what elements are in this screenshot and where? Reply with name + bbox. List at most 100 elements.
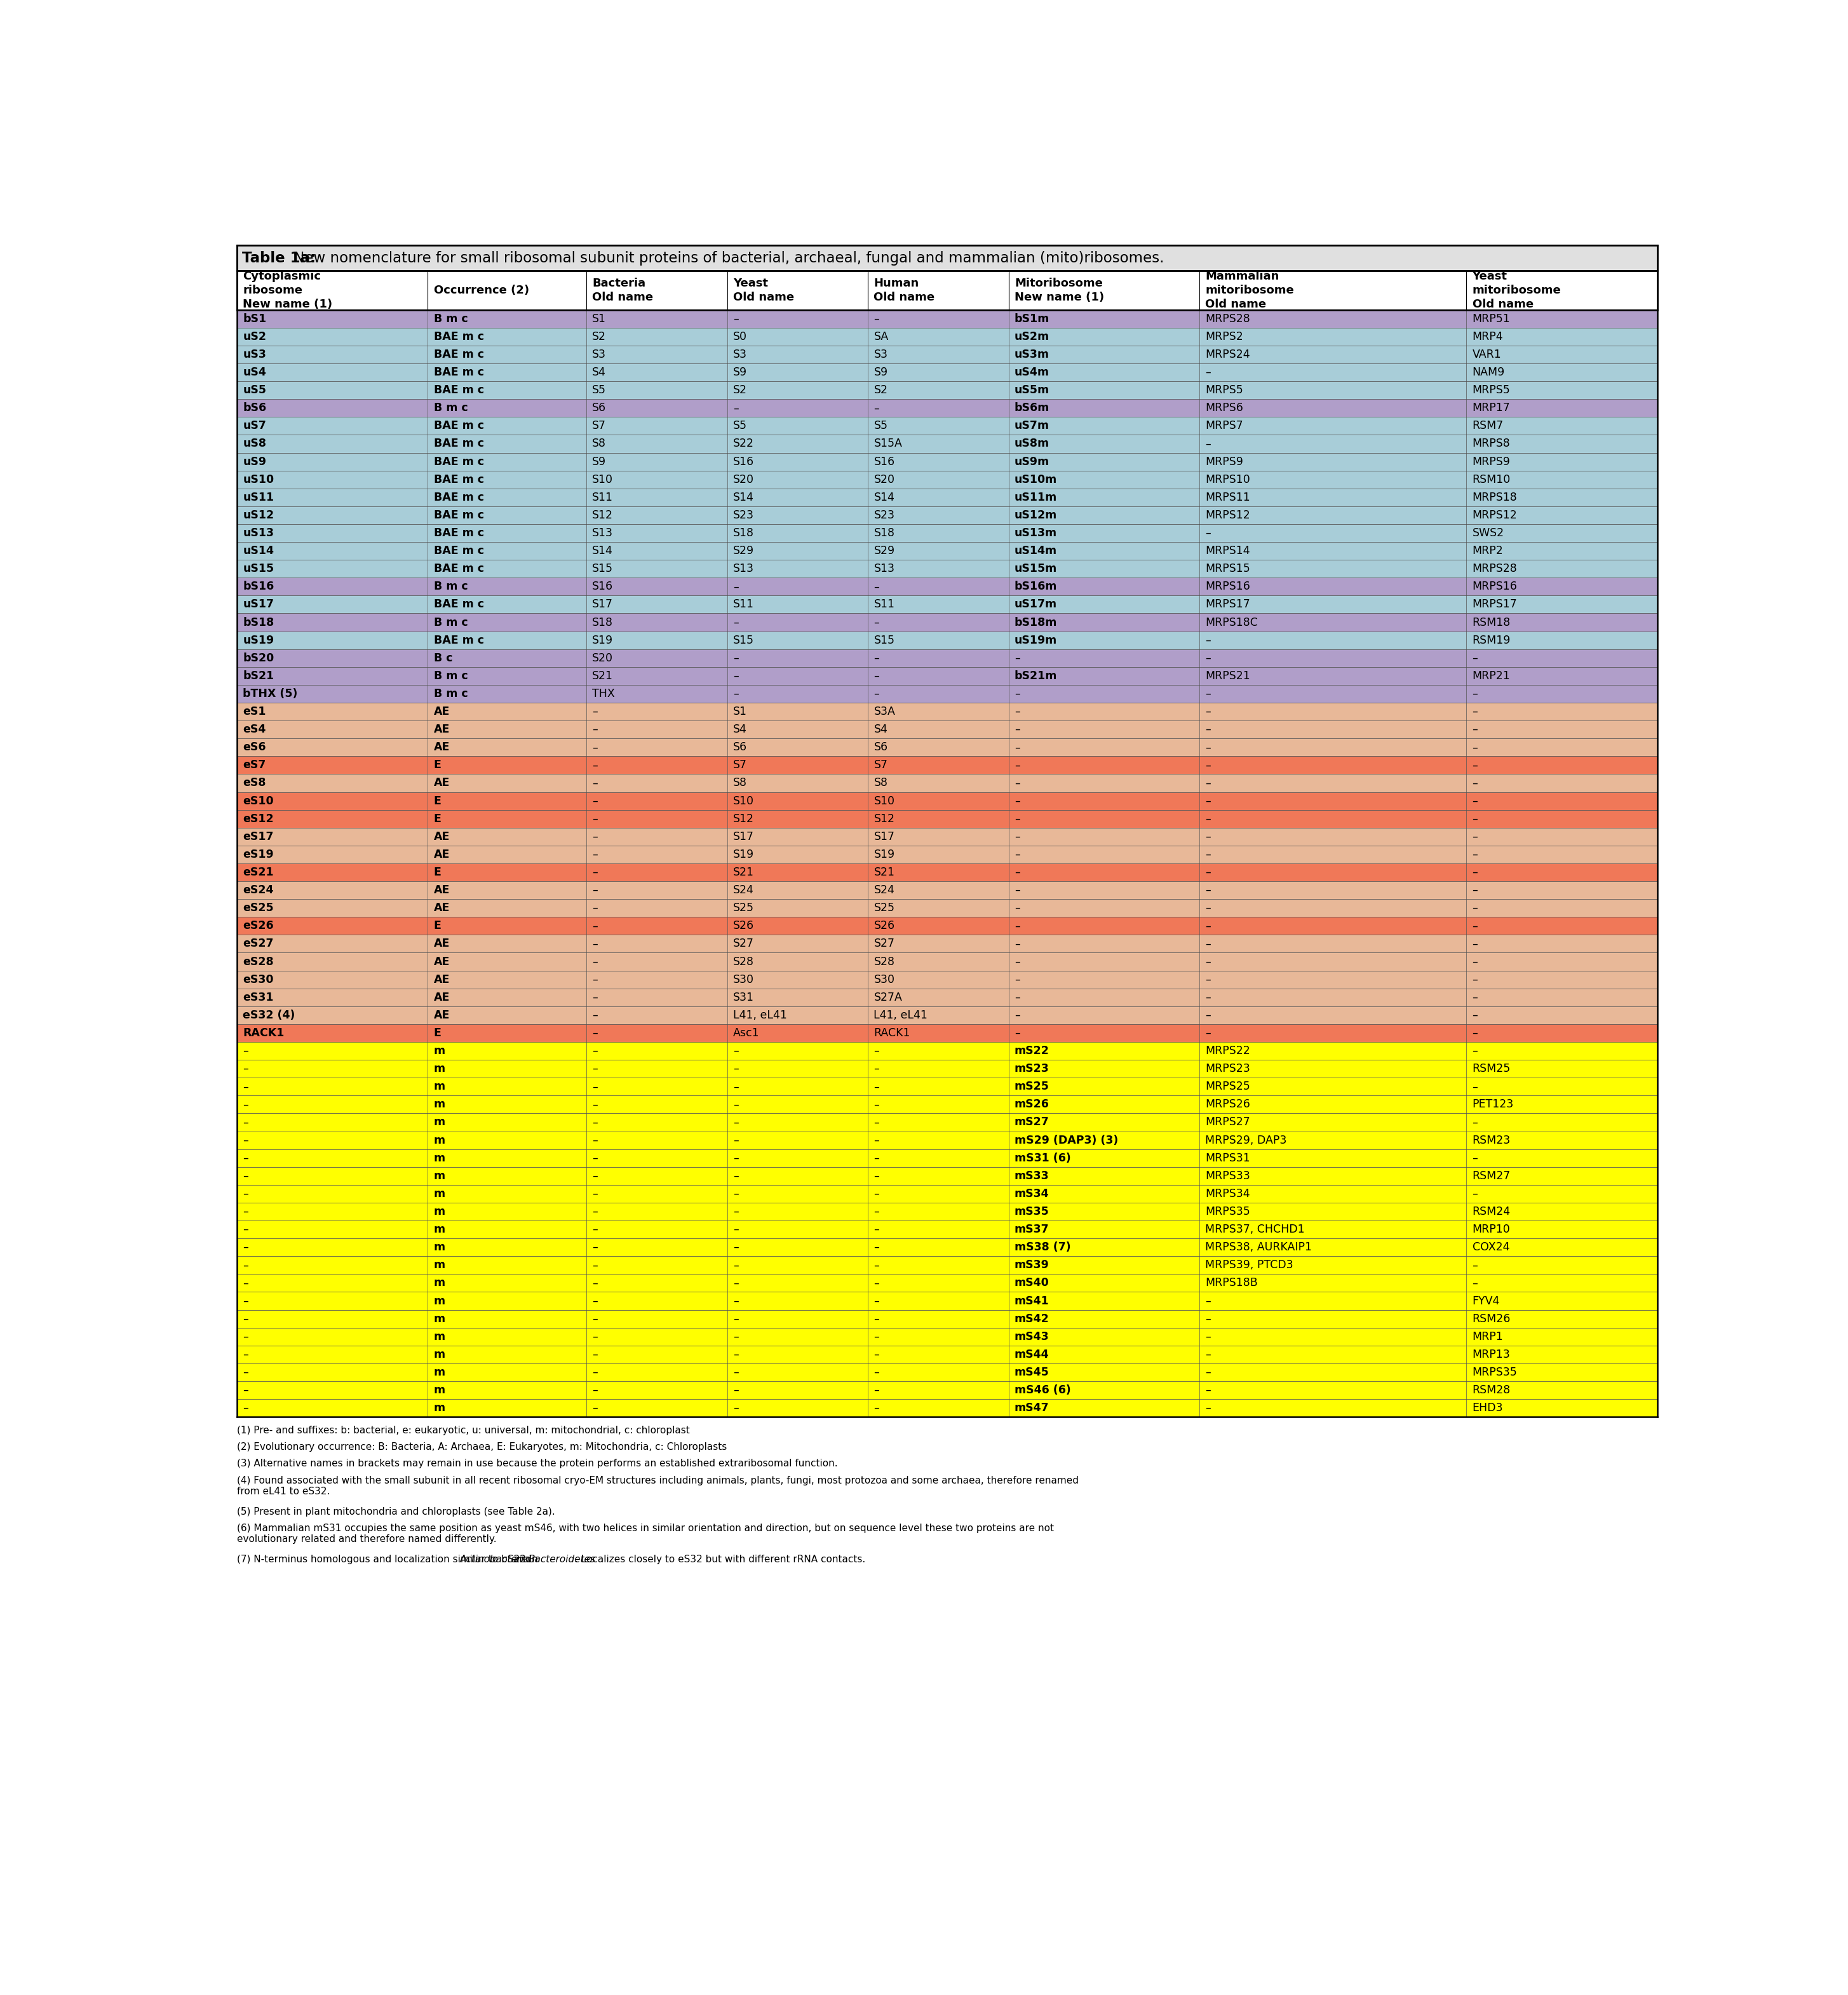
Text: MRPS17: MRPS17 xyxy=(1473,598,1517,610)
Text: –: – xyxy=(591,1117,597,1127)
Bar xyxy=(237,363,1658,381)
Text: BAE m c: BAE m c xyxy=(434,473,484,485)
Text: S13: S13 xyxy=(591,527,614,539)
Text: –: – xyxy=(874,616,880,628)
Text: uS19m: uS19m xyxy=(1015,634,1057,646)
Text: MRPS6: MRPS6 xyxy=(1205,403,1244,413)
Text: MRPS21: MRPS21 xyxy=(1205,670,1251,682)
Bar xyxy=(237,1275,1658,1293)
Text: S7: S7 xyxy=(734,760,747,770)
Text: COX24: COX24 xyxy=(1473,1241,1510,1253)
Text: mS25: mS25 xyxy=(1015,1081,1050,1093)
Text: uS5: uS5 xyxy=(242,385,266,395)
Text: –: – xyxy=(591,1295,597,1307)
Text: MRPS14: MRPS14 xyxy=(1205,545,1251,557)
Text: uS7m: uS7m xyxy=(1015,421,1050,431)
Text: –: – xyxy=(734,1045,739,1057)
Text: S1: S1 xyxy=(591,313,606,325)
Text: –: – xyxy=(1473,956,1478,968)
Text: S4: S4 xyxy=(734,724,747,736)
Text: –: – xyxy=(734,581,739,593)
Text: S31: S31 xyxy=(734,992,754,1003)
Text: MRPS16: MRPS16 xyxy=(1473,581,1517,593)
Text: MRPS34: MRPS34 xyxy=(1205,1189,1251,1199)
Text: uS12: uS12 xyxy=(242,509,274,521)
Text: S6: S6 xyxy=(874,742,887,752)
Text: MRPS25: MRPS25 xyxy=(1205,1081,1251,1093)
Text: –: – xyxy=(1205,796,1210,806)
Text: S12: S12 xyxy=(591,509,614,521)
Text: S20: S20 xyxy=(874,473,894,485)
Bar xyxy=(237,525,1658,543)
Text: RACK1: RACK1 xyxy=(874,1027,911,1039)
Text: –: – xyxy=(874,1171,880,1181)
Text: mS43: mS43 xyxy=(1015,1331,1050,1343)
Text: –: – xyxy=(591,1259,597,1271)
Text: –: – xyxy=(1205,1331,1210,1343)
Text: –: – xyxy=(591,1081,597,1093)
Text: –: – xyxy=(1473,1277,1478,1289)
Text: –: – xyxy=(591,1009,597,1021)
Text: m: m xyxy=(434,1241,445,1253)
Text: uS9: uS9 xyxy=(242,457,266,467)
Text: –: – xyxy=(874,1189,880,1199)
Bar xyxy=(237,720,1658,738)
Text: eS30: eS30 xyxy=(242,974,274,986)
Text: S9: S9 xyxy=(734,367,747,379)
Text: –: – xyxy=(734,1117,739,1127)
Text: MRPS33: MRPS33 xyxy=(1205,1171,1251,1181)
Text: S17: S17 xyxy=(734,830,754,842)
Text: E: E xyxy=(434,1027,442,1039)
Text: mS34: mS34 xyxy=(1015,1189,1050,1199)
Text: –: – xyxy=(1015,778,1020,788)
Text: (5) Present in plant mitochondria and chloroplasts (see Table 2a).: (5) Present in plant mitochondria and ch… xyxy=(237,1506,554,1516)
Text: –: – xyxy=(874,1081,880,1093)
Bar xyxy=(237,1381,1658,1398)
Text: –: – xyxy=(591,1027,597,1039)
Text: –: – xyxy=(874,1385,880,1396)
Text: –: – xyxy=(734,1331,739,1343)
Text: –: – xyxy=(591,1313,597,1325)
Text: S22: S22 xyxy=(734,439,754,449)
Bar xyxy=(237,1185,1658,1203)
Text: (2) Evolutionary occurrence: B: Bacteria, A: Archaea, E: Eukaryotes, m: Mitochon: (2) Evolutionary occurrence: B: Bacteria… xyxy=(237,1442,726,1452)
Text: –: – xyxy=(1015,992,1020,1003)
Text: uS10: uS10 xyxy=(242,473,274,485)
Text: MRPS5: MRPS5 xyxy=(1473,385,1510,395)
Text: –: – xyxy=(1205,830,1210,842)
Text: S18: S18 xyxy=(874,527,894,539)
Text: S9: S9 xyxy=(874,367,887,379)
Text: –: – xyxy=(591,938,597,950)
Text: S6: S6 xyxy=(734,742,747,752)
Text: bS1: bS1 xyxy=(242,313,266,325)
Text: S27A: S27A xyxy=(874,992,902,1003)
Text: MRP13: MRP13 xyxy=(1473,1349,1510,1361)
Text: –: – xyxy=(1205,938,1210,950)
Text: mS22: mS22 xyxy=(1015,1045,1050,1057)
Text: MRPS39, PTCD3: MRPS39, PTCD3 xyxy=(1205,1259,1294,1271)
Text: MRPS28: MRPS28 xyxy=(1473,563,1517,575)
Text: –: – xyxy=(1205,652,1210,664)
Text: –: – xyxy=(591,866,597,878)
Text: THX: THX xyxy=(591,688,615,700)
Text: –: – xyxy=(591,1045,597,1057)
Text: –: – xyxy=(1473,814,1478,824)
Text: m: m xyxy=(434,1402,445,1414)
Text: –: – xyxy=(1205,848,1210,860)
Text: –: – xyxy=(1205,974,1210,986)
Text: –: – xyxy=(734,688,739,700)
Text: –: – xyxy=(1205,1385,1210,1396)
Text: –: – xyxy=(874,1063,880,1075)
Text: AE: AE xyxy=(434,974,449,986)
Bar xyxy=(237,1059,1658,1077)
Text: –: – xyxy=(1205,1349,1210,1361)
Text: RSM24: RSM24 xyxy=(1473,1205,1510,1217)
Bar xyxy=(237,1077,1658,1095)
Text: S10: S10 xyxy=(874,796,894,806)
Text: S15: S15 xyxy=(874,634,894,646)
Text: MRP51: MRP51 xyxy=(1473,313,1510,325)
Bar xyxy=(237,245,1658,271)
Bar xyxy=(237,954,1658,970)
Text: S15: S15 xyxy=(734,634,754,646)
Text: RSM10: RSM10 xyxy=(1473,473,1510,485)
